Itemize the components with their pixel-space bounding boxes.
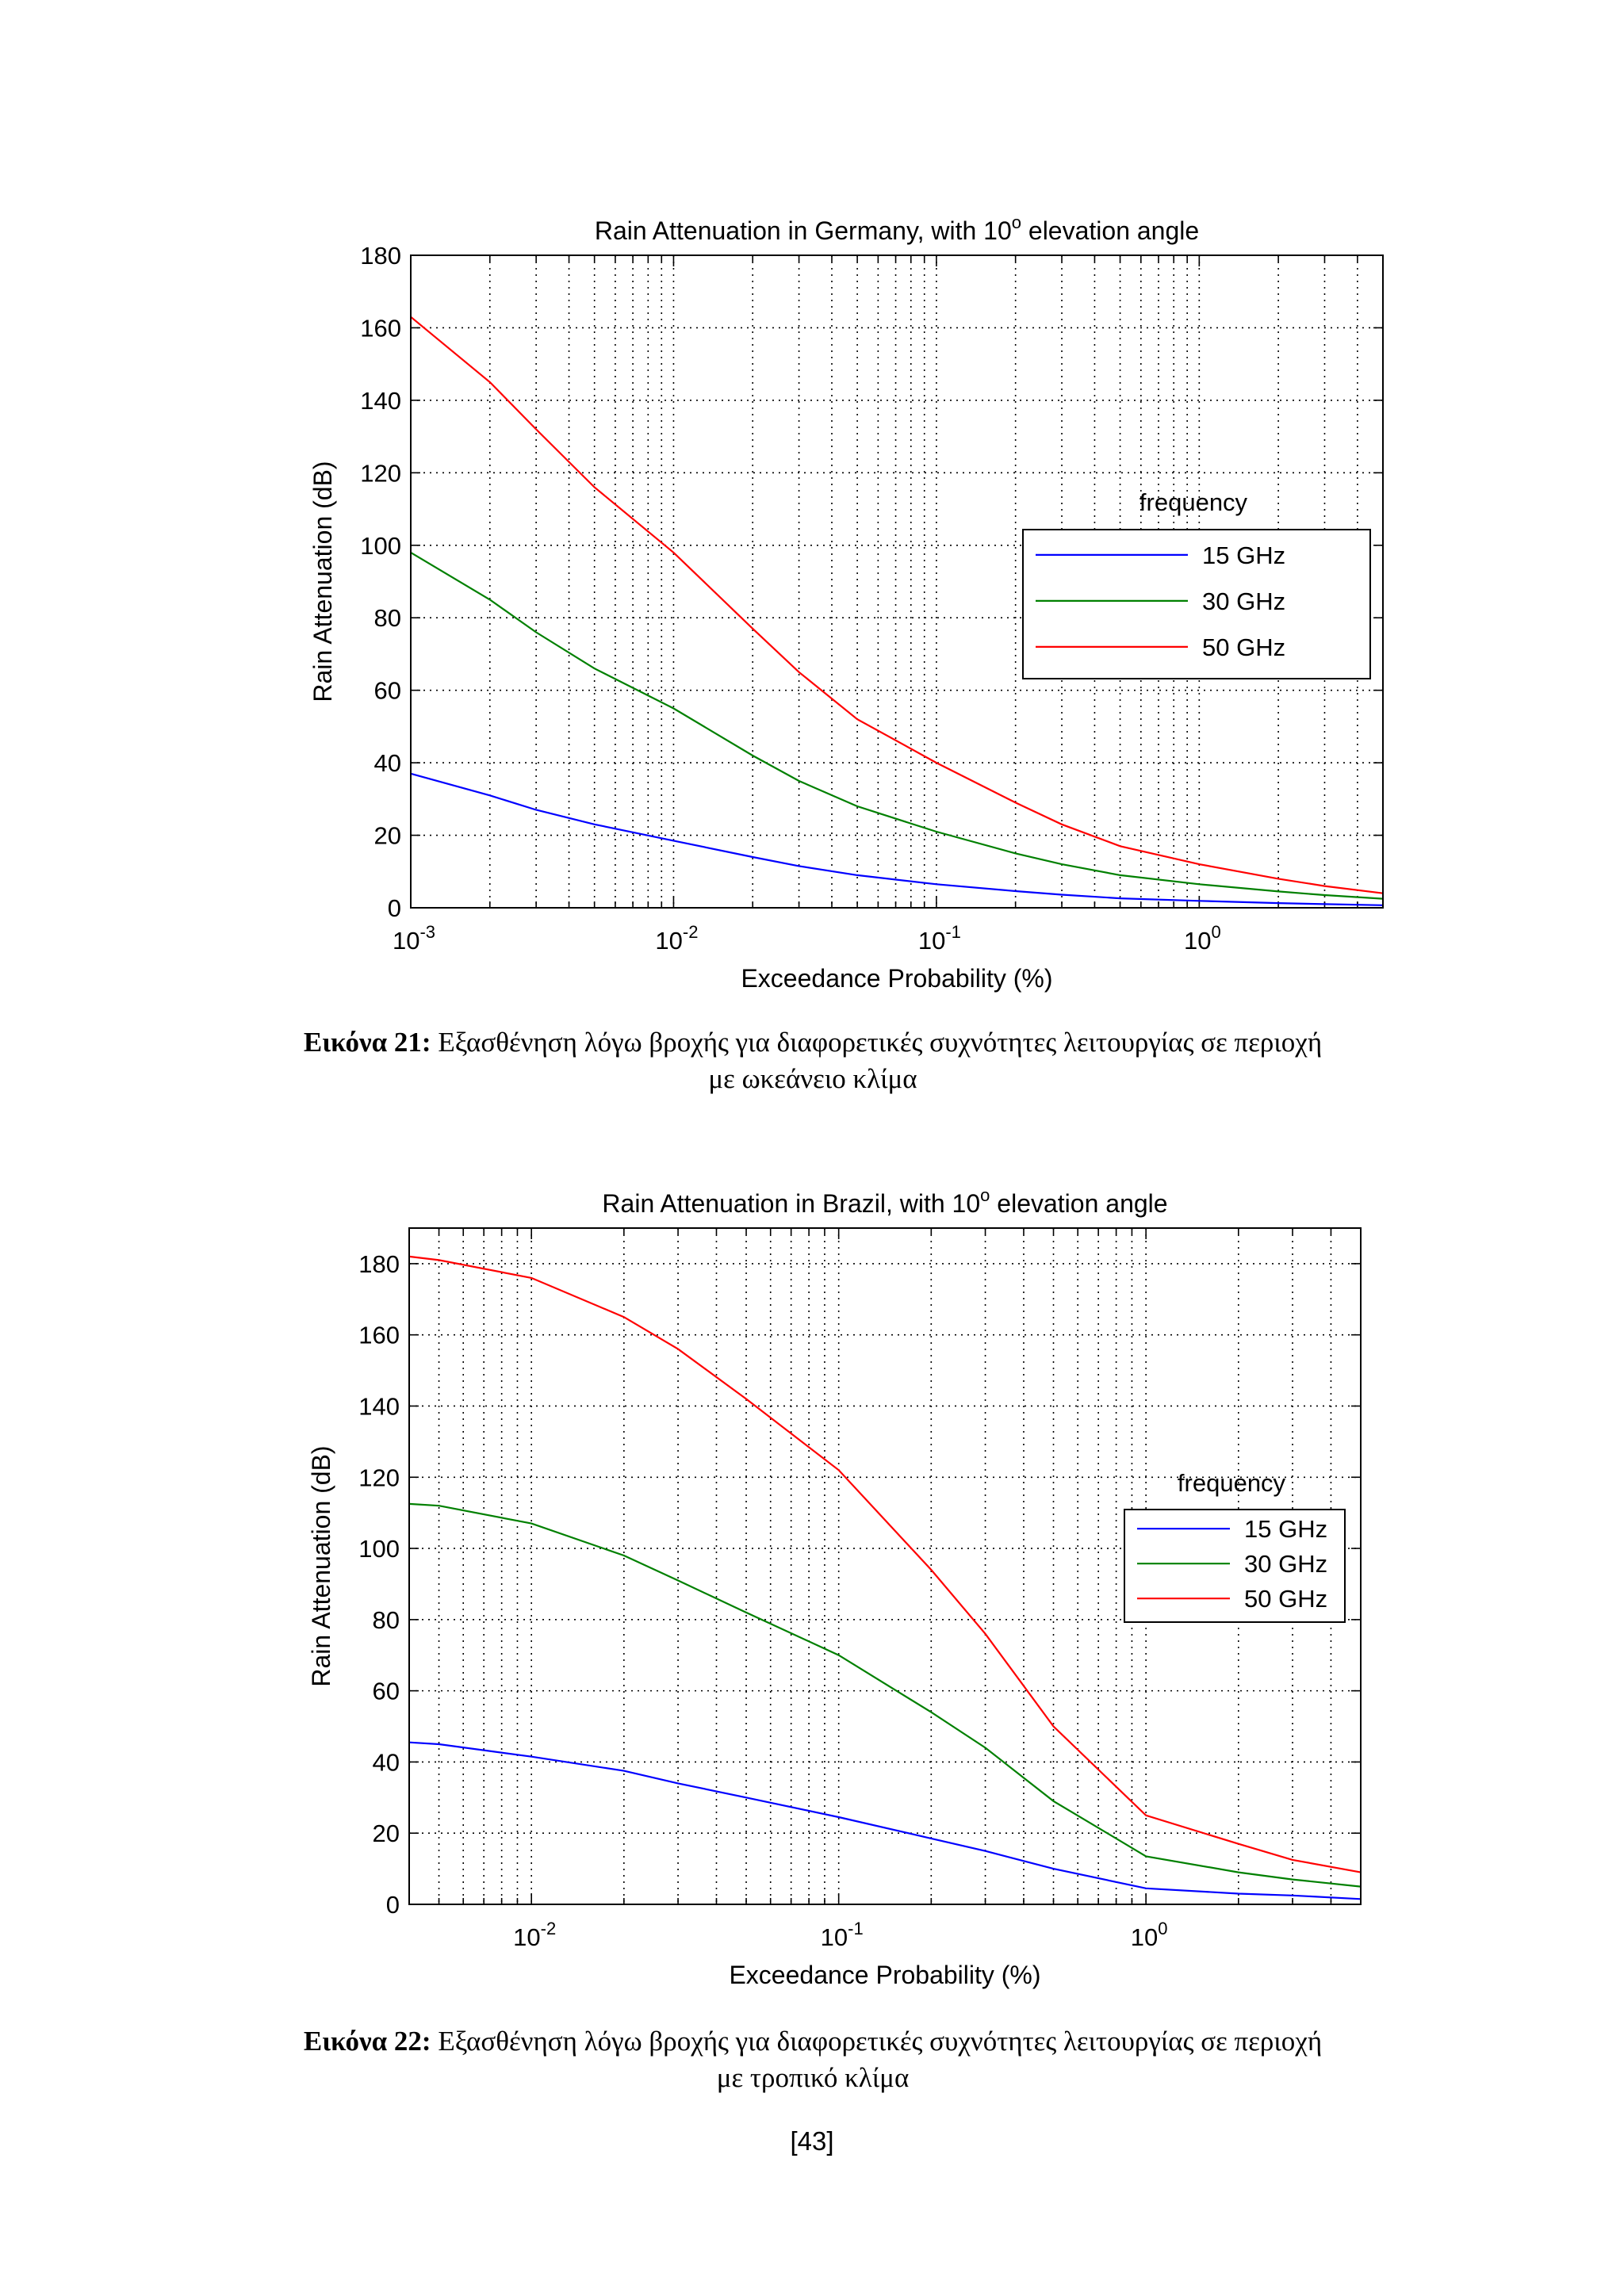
chart-brazil: 0 20 40 60 80 100 120 140 160 180 10-2 10-1 100 Rain … — [307, 1185, 1362, 1989]
legend-label: 30 GHz — [1202, 587, 1285, 615]
legend-title: frequency — [1178, 1469, 1286, 1497]
series-group — [410, 316, 1384, 906]
y-tick-label: 80 — [374, 604, 401, 632]
caption-text: Εξασθένηση λόγω βροχής για διαφορετικές … — [438, 1027, 1323, 1058]
legend-title: frequency — [1139, 488, 1248, 516]
y-axis-label: Rain Attenuation (dB) — [308, 461, 337, 702]
series-line-30-ghz — [410, 551, 1384, 900]
x-tick-label: 10-3 — [393, 922, 435, 955]
caption-text-line2: με ωκεάνειο κλίμα — [708, 1063, 917, 1094]
legend-label: 15 GHz — [1202, 541, 1285, 569]
y-tick-label: 20 — [373, 1820, 400, 1847]
legend-box — [1022, 529, 1371, 679]
y-tick-label: 60 — [373, 1678, 400, 1705]
legend-label: 15 GHz — [1244, 1515, 1327, 1543]
series-line-15-ghz — [410, 772, 1384, 906]
series-line-50-ghz — [410, 316, 1384, 894]
y-tick-label: 140 — [360, 387, 401, 415]
figure-caption-21: Εικόνα 21: Εξασθένηση λόγω βροχής για δι… — [159, 1024, 1467, 1097]
y-tick-label: 60 — [374, 677, 401, 705]
x-tick-label: 10-1 — [918, 922, 961, 955]
y-tick-label: 140 — [358, 1392, 400, 1420]
legend: frequency 15 GHz 30 GHz 50 GHz — [1124, 1469, 1346, 1623]
y-tick-label: 40 — [374, 749, 401, 777]
series-line-50-ghz — [408, 1255, 1362, 1873]
y-axis-label: Rain Attenuation (dB) — [307, 1445, 335, 1686]
y-tick-label: 0 — [386, 1891, 400, 1919]
chart-germany: 0 20 40 60 80 100 120 140 160 180 10-3 10-2 10-1 100 R… — [308, 212, 1384, 993]
y-tick-label: 40 — [373, 1748, 400, 1776]
figure-caption-22: Εικόνα 22: Εξασθένηση λόγω βροχής για δι… — [159, 2023, 1467, 2096]
legend: frequency 15 GHz 30 GHz 50 GHz — [1022, 488, 1371, 679]
y-tick-label: 160 — [360, 314, 401, 342]
chart-title: Rain Attenuation in Germany, with 10o el… — [595, 212, 1199, 245]
grid — [411, 254, 1383, 909]
x-axis-label: Exceedance Probability (%) — [741, 964, 1052, 993]
legend-label: 50 GHz — [1202, 633, 1285, 661]
y-tick-label: 0 — [388, 894, 401, 922]
x-axis-label: Exceedance Probability (%) — [729, 1961, 1040, 1989]
x-tick-label: 10-2 — [655, 922, 698, 955]
x-tick-label: 100 — [1131, 1919, 1168, 1951]
y-tick-label: 180 — [360, 242, 401, 270]
y-tick-label: 160 — [358, 1322, 400, 1349]
caption-text: Εξασθένηση λόγω βροχής για διαφορετικές … — [438, 2026, 1323, 2057]
caption-text-line2: με τροπικό κλίμα — [716, 2062, 910, 2093]
series-group — [408, 1255, 1362, 1900]
x-tick-label: 10-1 — [821, 1919, 864, 1951]
y-tick-label: 100 — [358, 1535, 400, 1563]
legend-label: 50 GHz — [1244, 1585, 1327, 1613]
y-tick-label: 120 — [358, 1464, 400, 1491]
page-number: [43] — [790, 2126, 834, 2156]
caption-label: Εικόνα 21: — [303, 1027, 431, 1058]
series-line-30-ghz — [408, 1502, 1362, 1888]
legend-label: 30 GHz — [1244, 1550, 1327, 1578]
caption-label: Εικόνα 22: — [303, 2026, 431, 2057]
chart-title: Rain Attenuation in Brazil, with 10o ele… — [602, 1185, 1167, 1218]
y-tick-label: 180 — [358, 1250, 400, 1278]
x-tick-label: 100 — [1184, 922, 1221, 955]
x-tick-label: 10-2 — [513, 1919, 556, 1951]
y-tick-label: 120 — [360, 459, 401, 487]
series-line-15-ghz — [408, 1741, 1362, 1900]
axes-frame — [410, 254, 1384, 909]
y-tick-label: 80 — [373, 1606, 400, 1634]
y-tick-label: 100 — [360, 532, 401, 560]
y-tick-label: 20 — [374, 822, 401, 850]
axes-frame — [408, 1227, 1362, 1905]
